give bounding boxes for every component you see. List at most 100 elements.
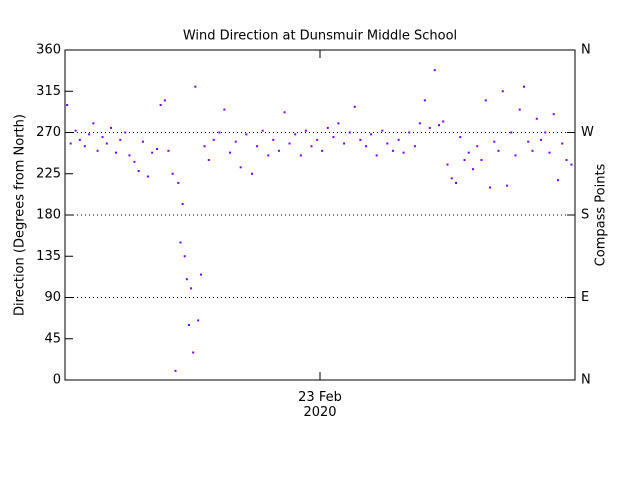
- point: [489, 186, 491, 189]
- point: [570, 163, 573, 166]
- point: [501, 90, 504, 93]
- point: [497, 149, 500, 152]
- point: [463, 159, 466, 161]
- point: [203, 145, 206, 148]
- point: [212, 138, 215, 141]
- point: [484, 99, 487, 102]
- point: [476, 145, 479, 148]
- point: [218, 131, 221, 134]
- point: [124, 131, 127, 134]
- point: [514, 154, 517, 157]
- point: [402, 151, 405, 154]
- y-tick-label: 45: [44, 331, 61, 346]
- point: [78, 138, 81, 141]
- point: [428, 126, 431, 129]
- point: [510, 131, 513, 134]
- point: [531, 149, 534, 152]
- point: [557, 179, 559, 182]
- point: [375, 154, 378, 157]
- point: [272, 138, 275, 141]
- point: [381, 129, 384, 132]
- y-axis-label: Direction (Degrees from North): [13, 114, 28, 316]
- y-tick-label: 360: [36, 43, 61, 58]
- point: [548, 151, 551, 154]
- point: [159, 104, 162, 106]
- point: [119, 138, 122, 141]
- point: [277, 149, 280, 152]
- point: [187, 324, 190, 326]
- point: [438, 124, 440, 127]
- point: [74, 129, 77, 132]
- point: [115, 151, 117, 154]
- point: [433, 69, 436, 72]
- point: [561, 142, 564, 145]
- point: [88, 133, 91, 136]
- point: [245, 133, 248, 136]
- point: [239, 166, 242, 169]
- point: [146, 175, 149, 178]
- point: [413, 145, 416, 148]
- y-tick-label: 315: [36, 84, 61, 99]
- point: [141, 140, 144, 143]
- point: [179, 241, 182, 244]
- point: [370, 133, 372, 136]
- point: [207, 159, 210, 161]
- point: [183, 255, 186, 258]
- point: [343, 142, 346, 145]
- point: [229, 151, 232, 154]
- point: [480, 159, 483, 161]
- point: [110, 126, 113, 129]
- point: [493, 140, 496, 143]
- chart-title: Wind Direction at Dunsmuir Middle School: [183, 29, 457, 44]
- point: [408, 131, 411, 134]
- point: [200, 273, 202, 276]
- point: [299, 154, 302, 157]
- y2-tick-label: N: [581, 373, 591, 388]
- point: [288, 142, 291, 145]
- point: [194, 85, 197, 88]
- point: [156, 148, 159, 150]
- point: [535, 117, 538, 120]
- point: [348, 131, 351, 134]
- point: [455, 181, 457, 184]
- point: [105, 142, 108, 145]
- y2-tick-label: S: [581, 208, 589, 223]
- point: [540, 138, 542, 141]
- point: [359, 138, 362, 141]
- point: [151, 151, 154, 154]
- point: [69, 142, 72, 145]
- point: [171, 172, 174, 175]
- point: [386, 142, 389, 145]
- point: [181, 203, 184, 205]
- y-tick-label: 225: [36, 166, 61, 181]
- point: [261, 129, 264, 132]
- y2-tick-label: W: [581, 125, 594, 140]
- point: [234, 140, 237, 143]
- point: [459, 136, 462, 139]
- point: [223, 108, 226, 111]
- point: [185, 278, 188, 281]
- point: [174, 369, 177, 372]
- point: [294, 133, 297, 136]
- point: [442, 120, 445, 123]
- point: [321, 149, 324, 152]
- point: [397, 138, 400, 141]
- point: [251, 172, 253, 175]
- y-tick-label: 0: [53, 373, 61, 388]
- point: [304, 129, 307, 132]
- point: [163, 99, 166, 102]
- point: [332, 136, 335, 139]
- point: [446, 163, 449, 166]
- point: [472, 168, 474, 171]
- point: [527, 140, 530, 143]
- point: [353, 105, 356, 108]
- point: [418, 122, 421, 125]
- point: [267, 154, 270, 157]
- point: [337, 122, 340, 125]
- point: [523, 85, 525, 88]
- point: [423, 99, 426, 102]
- point: [96, 149, 99, 152]
- point: [137, 170, 140, 172]
- point: [518, 108, 521, 111]
